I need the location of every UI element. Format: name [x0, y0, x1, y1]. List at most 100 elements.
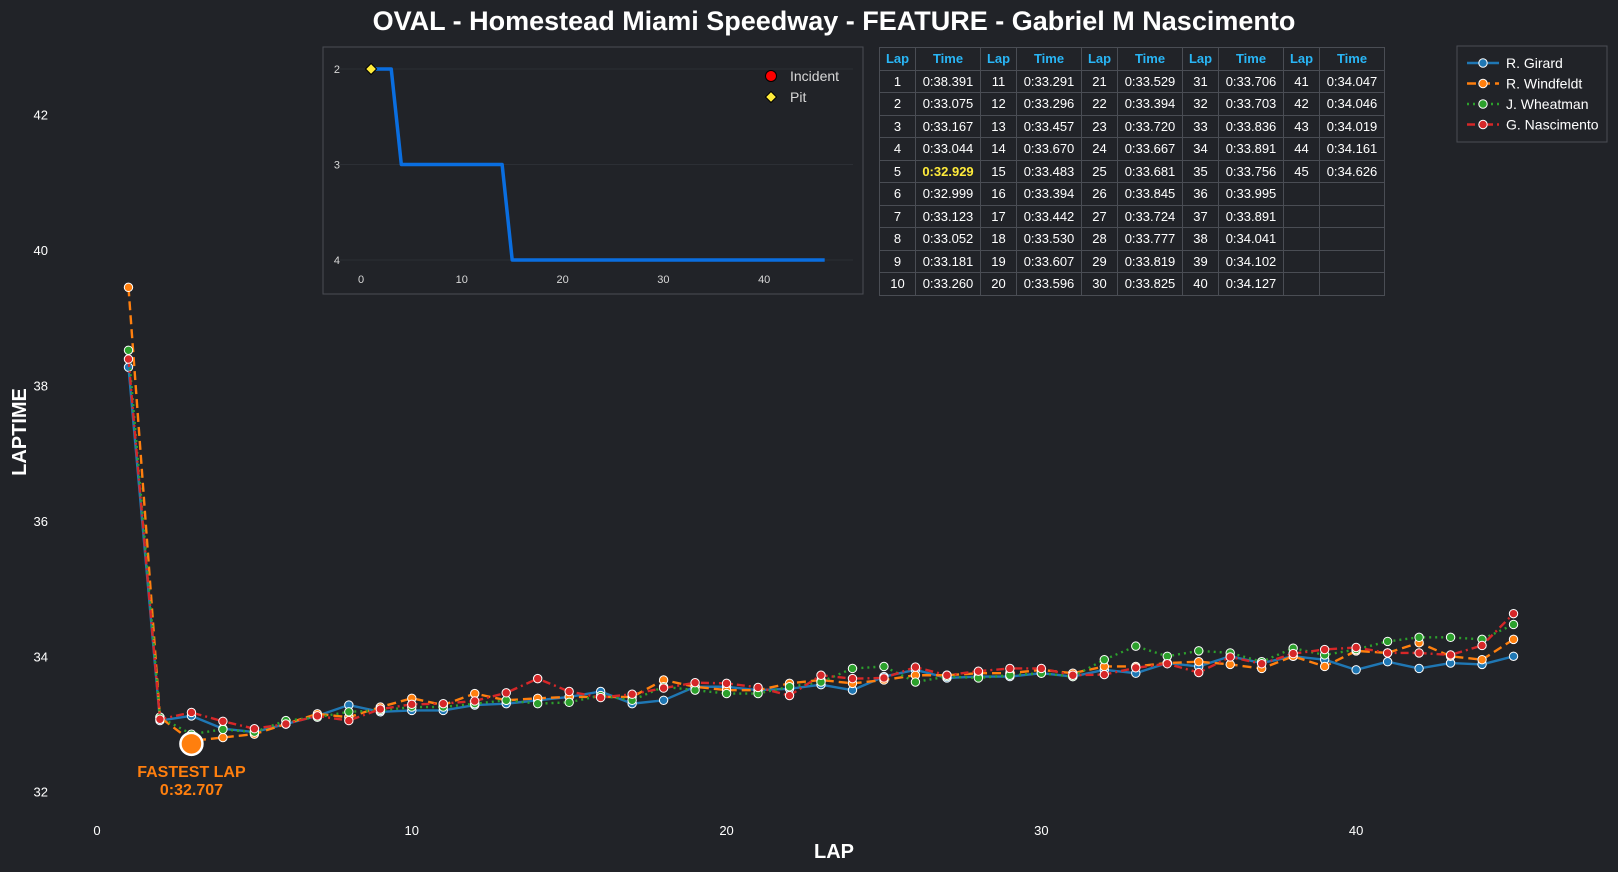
- table-header-lap: Lap: [980, 47, 1017, 71]
- lap-number-cell: 3: [879, 114, 916, 138]
- x-tick-label: 40: [1349, 823, 1363, 838]
- incident-legend-marker: [765, 70, 777, 82]
- lap-number-cell: 7: [879, 204, 916, 228]
- lap-number-cell: 10: [879, 272, 916, 296]
- data-point: [123, 282, 134, 293]
- data-point: [123, 345, 134, 355]
- lap-number-cell: 17: [980, 204, 1017, 228]
- lap-number-cell: 23: [1081, 114, 1118, 138]
- data-point: [1382, 636, 1393, 647]
- lap-number-cell: 26: [1081, 182, 1118, 206]
- lap-time-cell: 0:33.167: [915, 114, 981, 138]
- data-point: [470, 696, 480, 706]
- lap-number-cell: 37: [1182, 204, 1219, 228]
- lap-time-cell: 0:34.626: [1319, 159, 1385, 183]
- inset-legend-item-pit: Pit: [764, 89, 806, 105]
- lap-time-cell: 0:33.670: [1016, 137, 1082, 161]
- data-point: [1414, 663, 1424, 674]
- lap-number-cell: 34: [1182, 137, 1219, 161]
- data-point: [847, 663, 858, 674]
- lap-number-cell: 33: [1182, 114, 1219, 138]
- fastest-lap-marker: [179, 731, 204, 757]
- lap-time-cell: 0:33.394: [1016, 182, 1082, 206]
- data-point: [721, 678, 732, 689]
- x-tick-label: 30: [1034, 823, 1048, 838]
- table-header-time: Time: [1319, 47, 1385, 71]
- data-point: [1162, 659, 1172, 669]
- table-header-time: Time: [1218, 47, 1284, 71]
- data-point: [658, 695, 669, 705]
- lap-time-cell: 0:33.720: [1117, 114, 1183, 138]
- inset-legend-item-incident: Incident: [765, 68, 839, 84]
- data-point: [186, 707, 197, 718]
- legend-item-r-windfeldt: R. Windfeldt: [1467, 76, 1582, 92]
- fastest-lap-annotation: FASTEST LAP 0:32.707: [137, 731, 246, 799]
- lap-number-cell: 45: [1283, 159, 1320, 183]
- y-tick-label: 32: [34, 785, 48, 800]
- table-row: 2 0:33.075 12 0:33.296 22 0:33.394 32 0:33.703 4…: [879, 92, 1385, 116]
- y-tick-label: 42: [34, 108, 48, 123]
- lap-number-cell: 19: [980, 249, 1017, 273]
- lap-time-cell: 0:33.891: [1218, 204, 1284, 228]
- data-point: [1382, 648, 1393, 658]
- data-point: [784, 682, 795, 692]
- table-row: 10 0:33.260 20 0:33.596 30 0:33.825 40 0:34.127: [879, 272, 1385, 296]
- lap-time-table: Lap Time Lap Time Lap Time Lap Time Lap Time 1 0:3…: [879, 47, 1385, 296]
- lap-number-cell: 41: [1283, 69, 1320, 93]
- data-point: [1508, 619, 1519, 630]
- inset-series-group: [364, 62, 825, 262]
- y-tick-label: 40: [34, 243, 48, 258]
- data-point: [281, 719, 291, 729]
- table-header-row: Lap Time Lap Time Lap Time Lap Time Lap Time: [879, 47, 1385, 71]
- lap-time-cell: 0:33.836: [1218, 114, 1284, 138]
- data-point: [344, 715, 354, 726]
- table-row: 9 0:33.181 19 0:33.607 29 0:33.819 39 0:34.102: [879, 249, 1385, 273]
- lap-number-cell: 8: [879, 227, 916, 251]
- legend-item-r-girard: R. Girard: [1467, 55, 1563, 71]
- lap-time-cell: 0:33.845: [1117, 182, 1183, 206]
- table-header-lap: Lap: [1182, 47, 1219, 71]
- lap-time-cell: [1319, 182, 1385, 206]
- fastest-lap-value: 0:32.707: [160, 782, 223, 799]
- lap-time-cell: 0:33.123: [915, 204, 981, 228]
- data-point: [1099, 669, 1110, 680]
- lap-number-cell: 14: [980, 137, 1017, 161]
- data-point: [218, 716, 228, 726]
- y-tick-label: 36: [34, 514, 48, 529]
- lap-number-cell: 18: [980, 227, 1017, 251]
- main-legend: R. Girard R. Windfeldt J. Wheatman G. Nasci…: [1456, 45, 1608, 143]
- data-point: [407, 699, 417, 710]
- legend-label: R. Windfeldt: [1506, 76, 1582, 92]
- lap-time-cell: 0:33.296: [1016, 92, 1082, 116]
- lap-time-cell: 0:33.777: [1117, 227, 1183, 251]
- data-point: [690, 677, 700, 688]
- lap-time-cell: 0:33.995: [1218, 182, 1284, 206]
- data-point: [1288, 648, 1298, 659]
- data-point: [218, 732, 228, 743]
- lap-number-cell: 38: [1182, 227, 1219, 251]
- lap-time-cell: 0:33.607: [1016, 249, 1082, 273]
- data-point: [627, 689, 637, 699]
- data-point: [1508, 651, 1519, 661]
- data-point: [879, 673, 889, 683]
- lap-time-cell: 0:33.530: [1016, 227, 1082, 251]
- lap-time-cell: 0:33.291: [1016, 69, 1082, 93]
- lap-number-cell: 27: [1081, 204, 1118, 228]
- data-point: [1508, 608, 1519, 619]
- lap-number-cell: 44: [1283, 137, 1320, 161]
- data-point: [1477, 640, 1487, 651]
- lap-time-cell: 0:34.019: [1319, 114, 1385, 138]
- lap-number-cell: 13: [980, 114, 1017, 138]
- lap-time-cell: 0:33.825: [1117, 272, 1183, 296]
- lap-number-cell: 32: [1182, 92, 1219, 116]
- table-header-time: Time: [915, 47, 981, 71]
- lap-time-cell: 0:34.161: [1319, 137, 1385, 161]
- lap-number-cell: 16: [980, 182, 1017, 206]
- lap-number-cell: 6: [879, 182, 916, 206]
- lap-time-cell: 0:34.046: [1319, 92, 1385, 116]
- lap-time-cell: [1319, 272, 1385, 296]
- data-point: [1351, 642, 1361, 653]
